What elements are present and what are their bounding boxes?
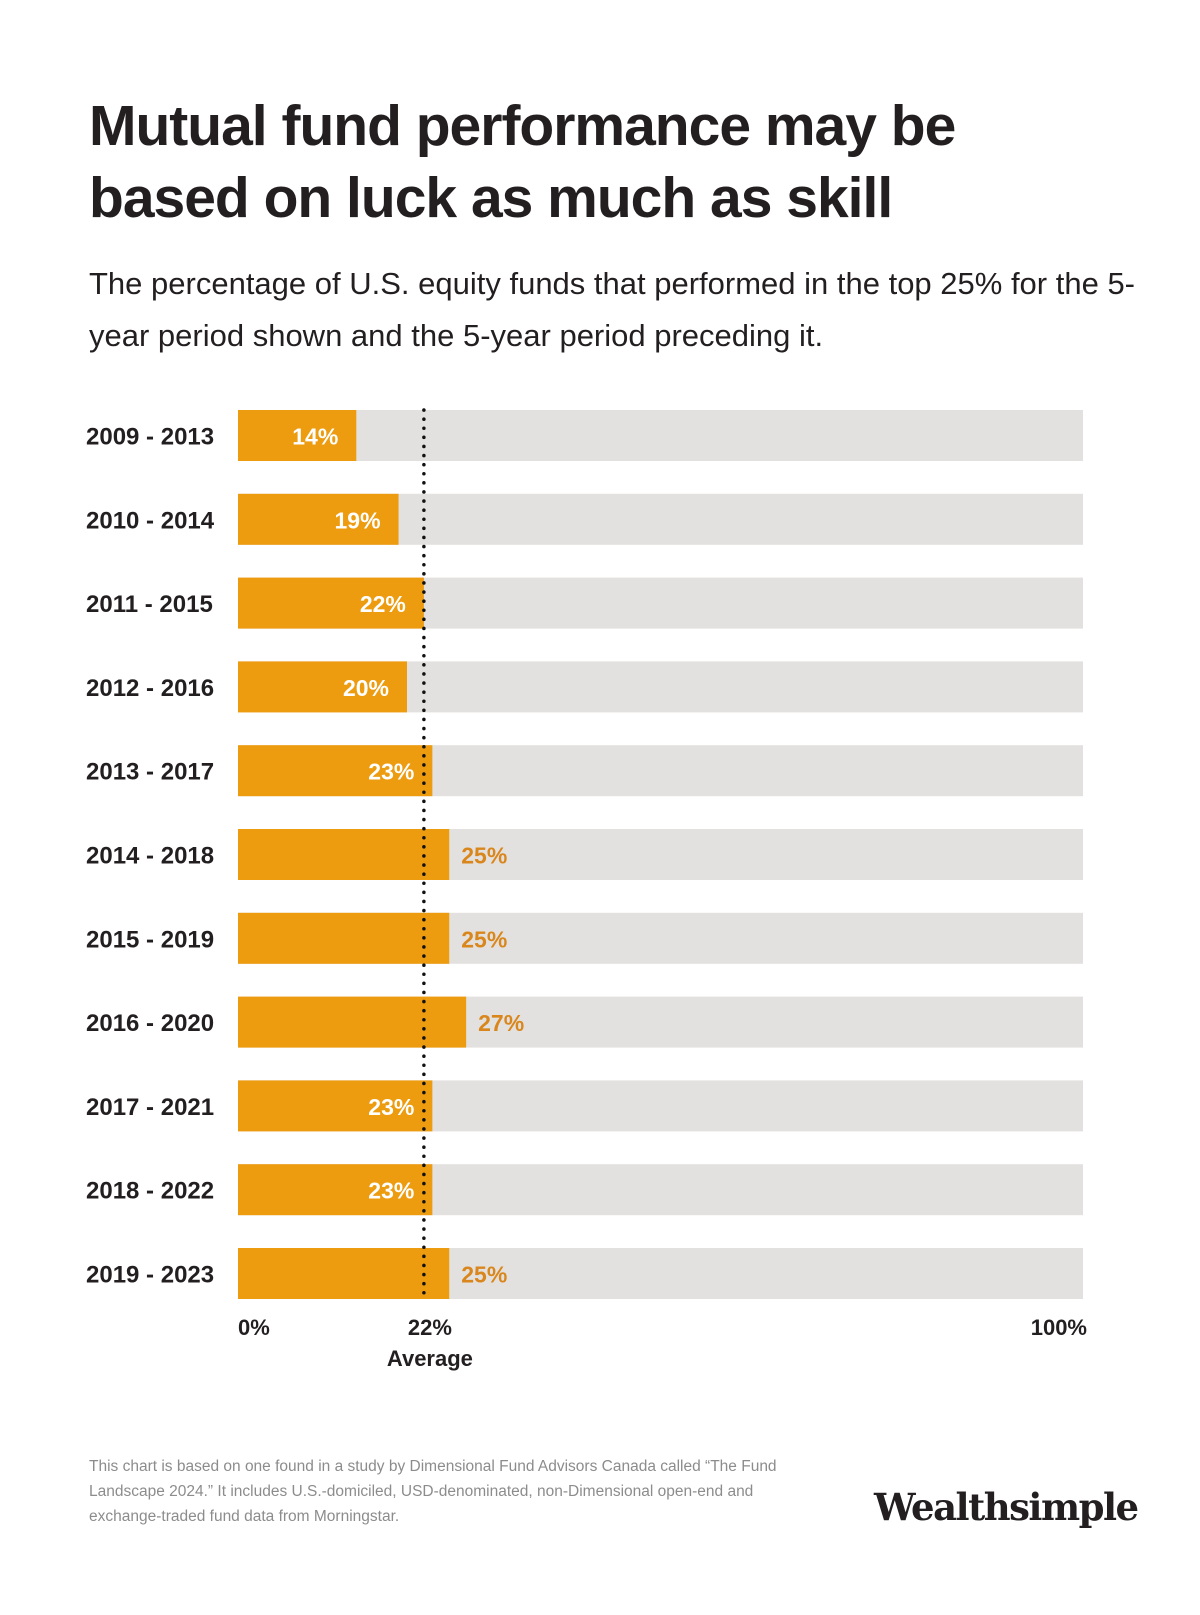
category-label: 2010 - 2014 xyxy=(86,507,215,534)
bar-chart: 2009 - 2013 14% 2010 - 2014 19% 2011 - 2015 2… xyxy=(86,408,1087,1371)
tick-label: 100% xyxy=(1031,1315,1087,1340)
source-footnote: This chart is based on one found in a st… xyxy=(89,1458,777,1525)
bar xyxy=(238,1164,433,1216)
bar xyxy=(238,410,357,461)
data-label: 23% xyxy=(368,1178,414,1204)
category-label: 2015 - 2019 xyxy=(86,926,214,953)
data-label: 22% xyxy=(360,591,406,617)
average-caption: Average xyxy=(387,1346,473,1371)
bar xyxy=(238,1080,433,1132)
data-label: 19% xyxy=(335,507,381,533)
bar xyxy=(238,745,433,797)
category-label: 2013 - 2017 xyxy=(86,759,214,786)
data-label: 23% xyxy=(368,759,414,785)
bar xyxy=(238,829,450,880)
bar xyxy=(238,577,424,629)
data-label: 14% xyxy=(292,424,338,450)
category-label: 2014 - 2018 xyxy=(86,843,214,870)
bar xyxy=(238,493,399,545)
category-label: 2018 - 2022 xyxy=(86,1178,214,1205)
category-label: 2017 - 2021 xyxy=(86,1094,214,1121)
bar xyxy=(238,661,407,713)
category-label: 2016 - 2020 xyxy=(86,1010,214,1037)
category-label: 2019 - 2023 xyxy=(86,1262,214,1289)
data-label: 20% xyxy=(343,675,389,701)
bar-track xyxy=(238,410,1083,461)
bar xyxy=(238,996,467,1048)
category-label: 2012 - 2016 xyxy=(86,675,214,702)
data-label: 25% xyxy=(461,843,507,869)
category-label: 2009 - 2013 xyxy=(86,424,214,451)
category-label: 2011 - 2015 xyxy=(86,591,213,618)
data-label: 25% xyxy=(461,1262,507,1288)
average-value-label: 22% xyxy=(408,1315,452,1340)
chart-title: Mutual fund performance may be based on … xyxy=(89,94,956,230)
bar xyxy=(238,1248,450,1299)
wealthsimple-logo: Wealthsimple xyxy=(874,1485,1139,1529)
tick-label: 0% xyxy=(238,1315,270,1340)
chart-subtitle: The percentage of U.S. equity funds that… xyxy=(89,266,1136,353)
bar xyxy=(238,912,450,964)
data-label: 27% xyxy=(478,1010,524,1036)
data-label: 25% xyxy=(461,926,507,952)
data-label: 23% xyxy=(368,1094,414,1120)
